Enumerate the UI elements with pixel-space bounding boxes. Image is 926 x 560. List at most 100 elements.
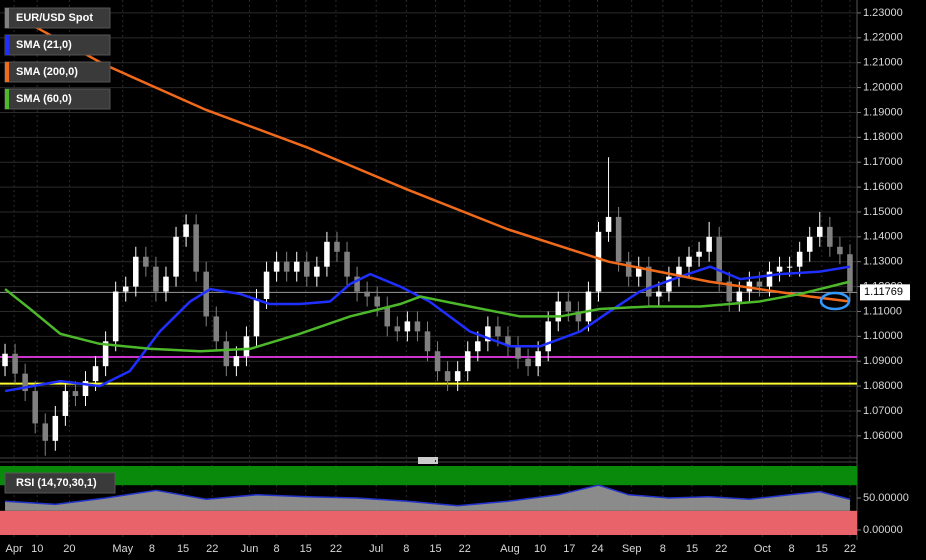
candle-body bbox=[424, 331, 431, 352]
oversold-band bbox=[0, 510, 857, 535]
y-tick-label: 1.22000 bbox=[863, 32, 903, 44]
x-tick-label: Sep bbox=[622, 543, 642, 555]
x-tick-label: 8 bbox=[660, 543, 666, 555]
candle-body bbox=[806, 236, 813, 252]
x-tick-label: 8 bbox=[274, 543, 280, 555]
candle-body bbox=[374, 296, 380, 307]
candle-body bbox=[354, 276, 360, 292]
x-tick-label: 8 bbox=[149, 543, 155, 555]
candle-body bbox=[384, 306, 391, 327]
candle-body bbox=[646, 266, 652, 297]
candle-body bbox=[756, 281, 763, 287]
candle-body bbox=[153, 266, 159, 292]
y-tick-label: 1.11000 bbox=[863, 305, 902, 317]
candle-body bbox=[545, 321, 551, 352]
x-tick-label: 22 bbox=[459, 543, 471, 555]
candle-body bbox=[837, 246, 843, 255]
candle-body bbox=[213, 316, 220, 342]
candle-body bbox=[495, 326, 501, 337]
x-tick-label: May bbox=[112, 543, 133, 555]
candle-body bbox=[625, 261, 632, 277]
legend-swatch bbox=[5, 35, 9, 55]
candle-body bbox=[223, 341, 230, 367]
x-tick-label: 15 bbox=[816, 543, 828, 555]
x-tick-label: 22 bbox=[715, 543, 727, 555]
x-tick-label: Oct bbox=[754, 543, 771, 555]
last-price-box bbox=[860, 284, 910, 301]
candle-body bbox=[776, 266, 783, 272]
candle-body bbox=[686, 256, 692, 267]
legend-label: SMA (200,0) bbox=[16, 66, 78, 78]
rsi-line bbox=[4, 484, 851, 507]
x-tick-label: 8 bbox=[789, 543, 795, 555]
candle-body bbox=[414, 321, 421, 332]
candle-body bbox=[273, 261, 280, 272]
candle-body bbox=[324, 241, 330, 267]
x-tick-label: Jun bbox=[241, 543, 259, 555]
candle-body bbox=[434, 351, 441, 372]
candle-body bbox=[233, 356, 240, 367]
x-tick-label: Apr bbox=[6, 543, 23, 555]
sma-line bbox=[4, 265, 851, 393]
legend-label: SMA (60,0) bbox=[16, 93, 72, 105]
candle-body bbox=[515, 346, 521, 359]
x-tick-label: 24 bbox=[591, 543, 603, 555]
candle-body bbox=[82, 381, 89, 397]
candle-body bbox=[364, 291, 370, 297]
y-tick-label: 1.21000 bbox=[863, 57, 903, 69]
y-tick-label: 1.15000 bbox=[863, 206, 903, 218]
candle-body bbox=[827, 226, 833, 247]
candle-body bbox=[22, 373, 28, 392]
x-tick-label: 8 bbox=[403, 543, 409, 555]
rsi-area bbox=[5, 485, 850, 511]
legend-swatch bbox=[5, 8, 9, 28]
candle-body bbox=[736, 291, 743, 302]
candle-body bbox=[716, 236, 722, 282]
candle-body bbox=[293, 261, 300, 272]
legend-label: EUR/USD Spot bbox=[16, 12, 93, 24]
legend-swatch bbox=[5, 62, 9, 82]
candle-body bbox=[444, 371, 451, 382]
candle-body bbox=[595, 231, 602, 292]
candle-body bbox=[42, 423, 49, 441]
last-price-label: 1.11769 bbox=[864, 286, 903, 298]
candle-body bbox=[656, 291, 662, 297]
y-tick-label: 1.08000 bbox=[863, 380, 903, 392]
y-tick-label: 0.00000 bbox=[863, 524, 903, 536]
sma-line bbox=[4, 280, 851, 353]
x-tick-label: 15 bbox=[177, 543, 189, 555]
x-tick-label: 17 bbox=[563, 543, 575, 555]
candle-body bbox=[334, 241, 340, 252]
y-tick-label: 1.18000 bbox=[863, 131, 903, 143]
y-tick-label: 50.00000 bbox=[863, 492, 909, 504]
resize-handle[interactable] bbox=[418, 457, 438, 464]
legend-box[interactable] bbox=[4, 472, 116, 494]
candle-body bbox=[304, 261, 310, 277]
candle-body bbox=[394, 326, 401, 332]
candle-body bbox=[817, 226, 823, 237]
y-tick-label: 1.17000 bbox=[863, 156, 903, 168]
candle-body bbox=[32, 391, 38, 424]
candle-body bbox=[193, 224, 199, 272]
y-tick-label: 1.06000 bbox=[863, 430, 903, 442]
candle-body bbox=[555, 301, 562, 322]
x-tick-label: 15 bbox=[686, 543, 698, 555]
candle-body bbox=[666, 276, 672, 292]
y-tick-label: 1.20000 bbox=[863, 81, 903, 93]
legend-swatch bbox=[5, 89, 9, 109]
candle-body bbox=[404, 321, 411, 332]
candle-body bbox=[706, 236, 712, 252]
candle-body bbox=[796, 251, 803, 267]
candle-body bbox=[243, 336, 250, 357]
candle-body bbox=[263, 271, 270, 300]
candle-body bbox=[72, 391, 79, 397]
y-tick-label: 1.13000 bbox=[863, 256, 903, 268]
y-tick-label: 1.07000 bbox=[863, 405, 903, 417]
candle-body bbox=[847, 254, 853, 292]
candle-body bbox=[525, 358, 531, 367]
candle-body bbox=[344, 251, 350, 277]
candle-body bbox=[615, 216, 622, 262]
candle-body bbox=[726, 281, 733, 302]
candle-body bbox=[635, 266, 642, 277]
candle-body bbox=[565, 301, 572, 312]
